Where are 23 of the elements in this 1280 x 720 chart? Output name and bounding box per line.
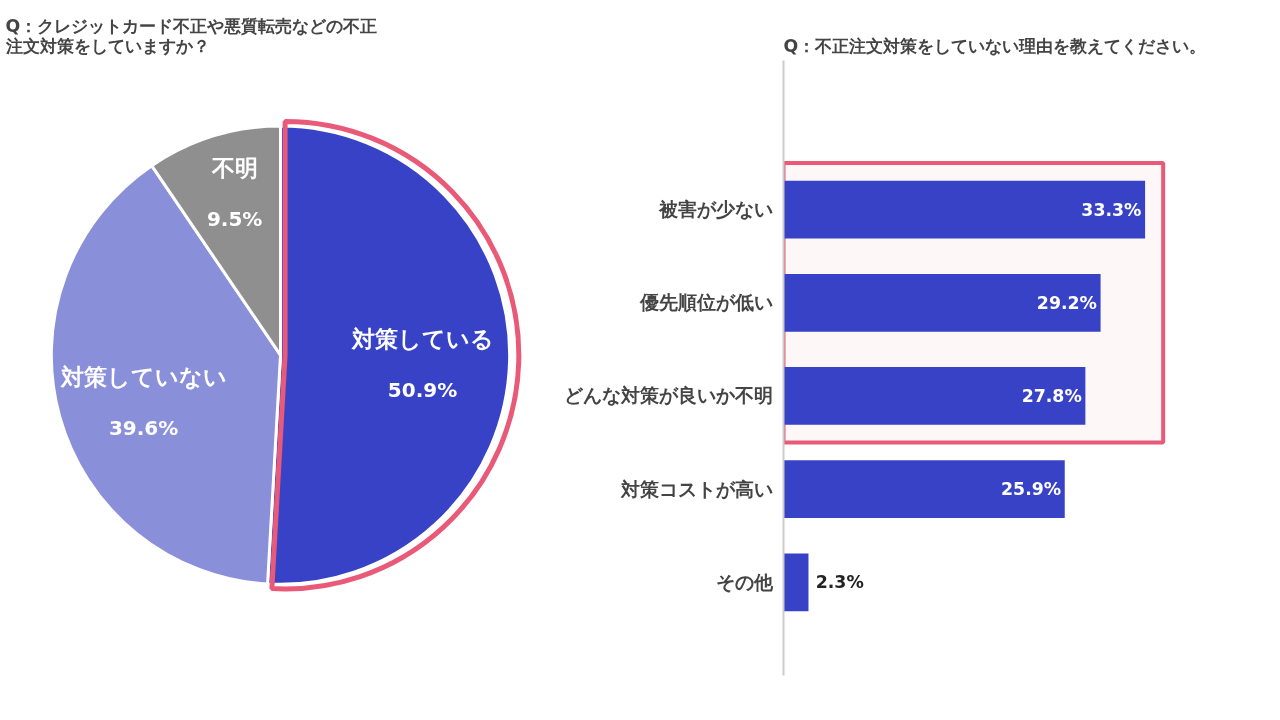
slice-label: 不明: [210, 155, 258, 182]
data-label: 29.2%: [1036, 292, 1097, 313]
data-label: 50.9%: [387, 378, 458, 403]
data-label: 39.6%: [108, 416, 179, 441]
bar: [783, 273, 1101, 332]
y-tick-label: どんな対策が良いか不明: [563, 385, 773, 407]
bar: [783, 367, 1086, 425]
data-label: 33.3%: [1081, 199, 1142, 220]
data-label: 27.8%: [1021, 385, 1082, 406]
bar: [783, 460, 1065, 519]
y-tick-label: 対策コストが高い: [619, 478, 773, 500]
y-tick-label: その他: [715, 571, 774, 593]
slice-label: 対策していない: [59, 364, 227, 391]
bar: [783, 180, 1146, 239]
slice-label: 対策している: [350, 326, 494, 353]
data-label: 9.5%: [206, 207, 263, 232]
chart-title: Q：不正注文対策をしていない理由を教えてください。: [783, 35, 1207, 56]
data-label: 25.9%: [1001, 479, 1062, 500]
chart-title: Q：クレジットカード不正や悪質転売などの不正注文対策をしていますか？: [4, 15, 378, 56]
y-tick-label: 優先順位が低い: [638, 292, 773, 314]
bar: [783, 553, 809, 612]
data-label: 2.3%: [815, 572, 864, 593]
y-tick-label: 被害が少ない: [657, 199, 773, 221]
